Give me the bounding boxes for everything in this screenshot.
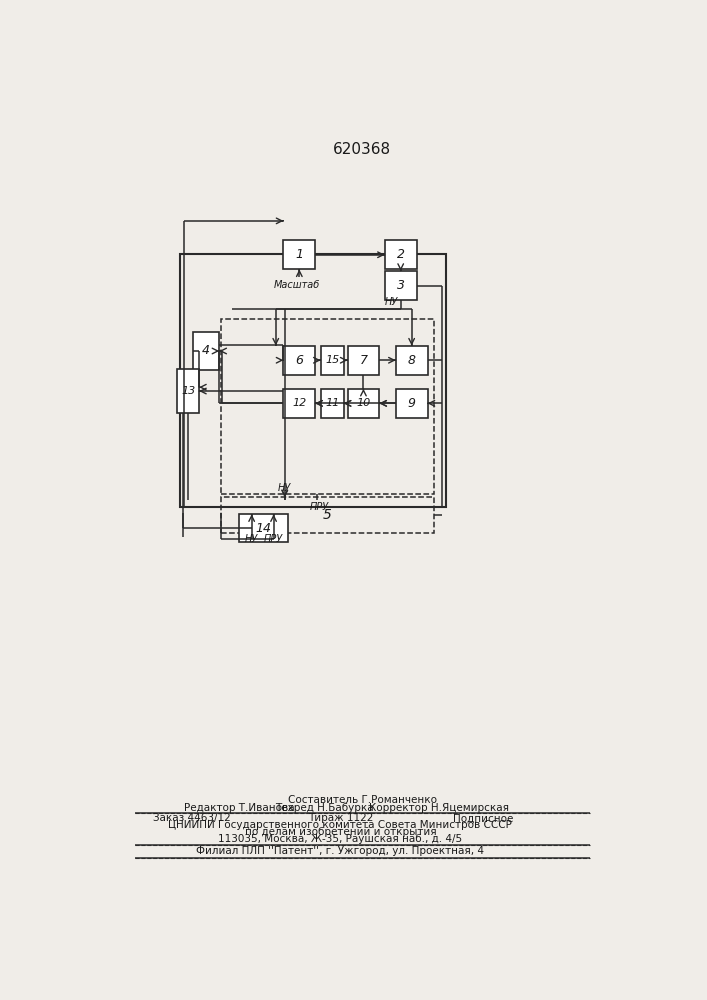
Text: 3: 3 [397, 279, 404, 292]
Text: 11: 11 [325, 398, 339, 408]
Text: 2: 2 [397, 248, 404, 261]
Text: 5: 5 [323, 508, 332, 522]
Text: 12: 12 [292, 398, 306, 408]
Text: 4: 4 [202, 344, 210, 358]
Text: Подписное: Подписное [452, 813, 513, 823]
Text: Заказ 4463/12: Заказ 4463/12 [153, 813, 230, 823]
Text: 7: 7 [359, 354, 368, 367]
Bar [348, 346, 380, 375]
Text: 10: 10 [356, 398, 370, 408]
Bar [193, 332, 219, 370]
Bar [180, 254, 445, 507]
Text: по делам изобретений и открытия: по делам изобретений и открытия [245, 827, 436, 837]
Bar [284, 346, 315, 375]
Text: 620368: 620368 [333, 142, 392, 157]
Bar [321, 346, 344, 375]
Bar [221, 497, 433, 533]
Text: Техред Н.Бабурка: Техред Н.Бабурка [275, 803, 373, 813]
Bar [396, 346, 428, 375]
Text: 14: 14 [256, 522, 271, 535]
Bar [221, 319, 433, 494]
Bar [348, 389, 380, 418]
Text: 1: 1 [296, 248, 303, 261]
Text: НУ: НУ [278, 483, 291, 493]
Bar [177, 369, 199, 413]
Bar [321, 389, 344, 418]
Text: Корректор Н.Яцемирская: Корректор Н.Яцемирская [369, 803, 509, 813]
Text: ЦНИИПИ Государственного комитета Совета Министров СССР: ЦНИИПИ Государственного комитета Совета … [168, 820, 513, 830]
Bar [239, 514, 288, 542]
Bar [385, 240, 416, 269]
Bar [284, 240, 315, 269]
Bar [385, 271, 416, 300]
Text: НУ: НУ [245, 534, 258, 544]
Text: 6: 6 [296, 354, 303, 367]
Text: 9: 9 [408, 397, 416, 410]
Text: Масштаб: Масштаб [274, 280, 320, 290]
Text: 13: 13 [181, 386, 195, 396]
Text: НУ: НУ [385, 297, 397, 307]
Text: ПРУ: ПРУ [310, 502, 329, 512]
Text: Составитель Г.Романченко: Составитель Г.Романченко [288, 795, 437, 805]
Bar [396, 389, 428, 418]
Text: ПРУ: ПРУ [264, 534, 284, 544]
Bar [284, 389, 315, 418]
Text: Филиал ПЛП ''Патент'', г. Ужгород, ул. Проектная, 4: Филиал ПЛП ''Патент'', г. Ужгород, ул. П… [197, 846, 484, 856]
Text: 113035, Москва, Ж-35, Раушская наб., д. 4/5: 113035, Москва, Ж-35, Раушская наб., д. … [218, 834, 462, 844]
Text: Редактор Т.Иванова: Редактор Т.Иванова [185, 803, 295, 813]
Text: 8: 8 [408, 354, 416, 367]
Text: Тираж 1122: Тираж 1122 [308, 813, 373, 823]
Text: 15: 15 [325, 355, 339, 365]
